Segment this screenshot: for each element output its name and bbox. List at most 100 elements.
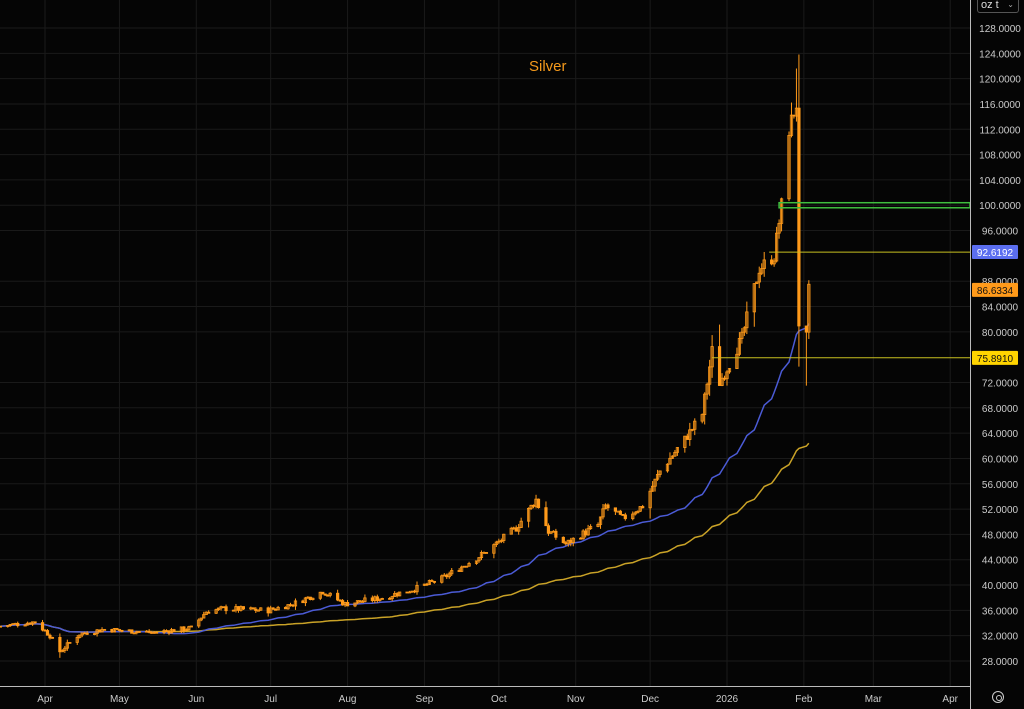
candle: [703, 392, 707, 425]
candle: [48, 633, 52, 640]
candle-body: [83, 632, 87, 635]
candle: [623, 512, 627, 521]
candle-body: [544, 507, 548, 527]
candle-body: [266, 607, 270, 614]
candle: [655, 469, 660, 481]
candle-body: [673, 451, 677, 457]
candle: [231, 609, 236, 612]
candle-body: [606, 504, 610, 509]
candle: [224, 604, 228, 615]
x-tick-label: Mar: [865, 694, 883, 705]
candle-body: [85, 632, 89, 635]
candle: [529, 504, 533, 510]
y-tick-label: 68.0000: [982, 404, 1019, 415]
candle-body: [60, 650, 64, 653]
candle-body: [415, 584, 419, 593]
candle-body: [633, 512, 637, 515]
settings-icon[interactable]: [992, 691, 1004, 703]
candle: [323, 593, 327, 596]
candle-body: [571, 537, 575, 544]
candle-body: [755, 281, 759, 285]
candle-body: [688, 429, 692, 440]
candle: [33, 621, 37, 624]
candle: [430, 579, 434, 582]
candle-body: [370, 597, 374, 601]
candle-body: [405, 591, 409, 594]
candle: [85, 631, 89, 635]
candle-body: [93, 633, 97, 635]
candle-body: [477, 557, 481, 562]
candle: [221, 606, 226, 609]
candle: [700, 413, 704, 424]
candle-body: [130, 629, 134, 634]
y-tick-label: 116.0000: [980, 100, 1021, 111]
candle: [581, 529, 585, 540]
candle-body: [425, 583, 429, 586]
candle-body: [509, 527, 513, 535]
candle-body: [683, 435, 687, 448]
candle: [658, 470, 662, 478]
candle: [380, 597, 384, 600]
candle: [460, 565, 464, 572]
y-tick-label: 88.0000: [982, 277, 1019, 288]
candle: [651, 481, 655, 492]
candle: [492, 543, 496, 559]
candle-body: [670, 455, 675, 459]
candle-body: [291, 604, 295, 607]
candle-body: [502, 533, 506, 541]
candle-body: [207, 611, 211, 614]
candle: [740, 328, 744, 344]
candle: [717, 324, 722, 386]
candle-body: [259, 607, 263, 611]
candle: [546, 523, 551, 536]
candle: [6, 625, 10, 628]
candle: [390, 595, 394, 601]
candle: [705, 382, 709, 400]
candle-body: [717, 346, 722, 386]
unit-selector[interactable]: oz t ⌄: [977, 0, 1019, 13]
candle: [93, 632, 97, 636]
candle-body: [598, 516, 603, 525]
candle: [102, 628, 107, 631]
candle-body: [182, 626, 186, 632]
candle: [214, 608, 218, 614]
x-tick-label: Aug: [339, 694, 357, 705]
candle: [422, 583, 427, 586]
y-tick-label: 56.0000: [982, 480, 1019, 491]
candle-body: [727, 368, 732, 373]
candle: [708, 359, 712, 396]
candle-body: [464, 565, 469, 568]
candle-body: [752, 283, 756, 313]
y-tick-label: 80.0000: [982, 328, 1019, 339]
candle-body: [147, 630, 151, 633]
candle-body: [308, 596, 312, 600]
candle: [117, 629, 121, 632]
x-tick-label: Jul: [264, 694, 277, 705]
candle-body: [804, 325, 808, 333]
x-tick-label: Dec: [641, 694, 659, 705]
candle: [216, 607, 221, 611]
candle-body: [653, 478, 657, 487]
candle-body: [189, 625, 193, 628]
candle-body: [221, 606, 226, 609]
candle-body: [613, 507, 618, 512]
y-tick-label: 112.0000: [980, 125, 1021, 136]
candle-body: [78, 634, 82, 638]
candle: [752, 283, 756, 327]
candle: [554, 528, 558, 540]
candle-body: [286, 604, 290, 610]
x-tick-label: Feb: [795, 694, 813, 705]
y-tick-label: 44.0000: [982, 556, 1019, 567]
chevron-down-icon: ⌄: [1007, 0, 1014, 9]
price-label-bg: [972, 282, 1018, 297]
candle-body: [110, 628, 114, 633]
y-tick-label: 128.0000: [979, 24, 1021, 35]
candle-body: [216, 607, 221, 611]
candle: [239, 605, 243, 612]
candle-body: [708, 366, 712, 385]
candle-body: [770, 259, 774, 265]
candle-body: [276, 606, 280, 611]
candle-body: [745, 311, 749, 329]
candle: [479, 550, 484, 561]
